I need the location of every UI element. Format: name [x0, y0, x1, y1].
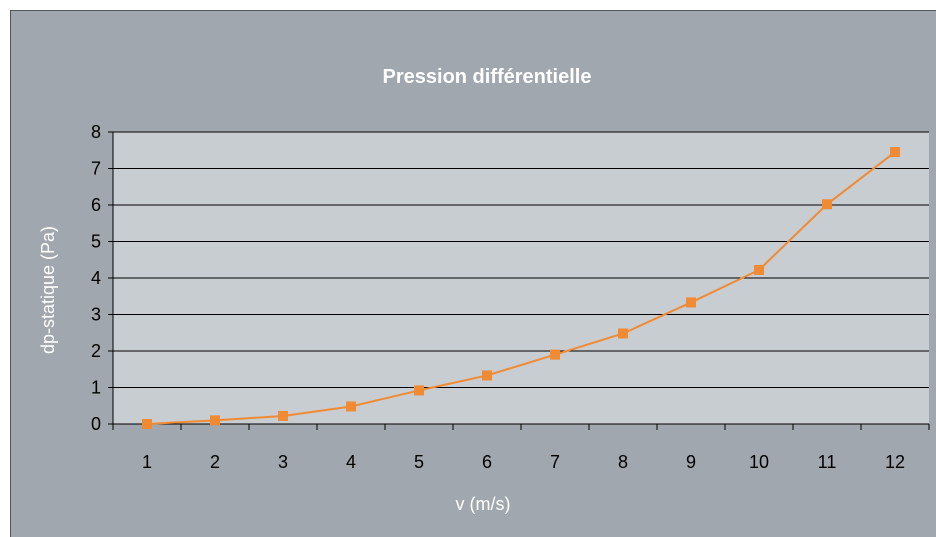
data-point-marker: [346, 401, 356, 412]
x-tick-label: 5: [414, 452, 424, 472]
data-point-marker: [414, 385, 424, 396]
y-tick-label: 6: [91, 195, 101, 215]
data-point-marker: [210, 415, 220, 426]
y-tick-label: 3: [91, 305, 101, 325]
y-axis-title: dp-statique (Pa): [38, 226, 58, 354]
axes: [108, 131, 930, 430]
y-tick-label: 1: [91, 378, 101, 398]
x-tick-labels: 1 2 3 4 5 6 7 8 9 10 11 12: [142, 452, 905, 472]
x-tick-label: 2: [210, 452, 220, 472]
chart-title: Pression différentielle: [383, 66, 592, 88]
data-point-marker: [550, 349, 560, 360]
data-point-marker: [754, 264, 764, 275]
x-tick-label: 6: [482, 452, 492, 472]
x-tick-label: 10: [749, 452, 769, 472]
x-tick-label: 4: [346, 452, 356, 472]
x-tick-label: 8: [618, 452, 628, 472]
y-tick-label: 2: [91, 341, 101, 361]
x-tick-label: 12: [885, 452, 905, 472]
x-tick-label: 11: [818, 452, 837, 472]
series-line: [146, 151, 896, 425]
y-tick-labels: 0 1 2 3 4 5 6 7 8: [91, 122, 101, 434]
x-tick-label: 1: [142, 452, 152, 472]
series-line-group: [146, 151, 896, 425]
x-axis-title: v (m/s): [456, 494, 511, 514]
x-tick-label: 3: [278, 452, 288, 472]
y-tick-label: 0: [91, 414, 101, 434]
data-markers: [142, 147, 900, 429]
data-point-marker: [618, 328, 628, 339]
data-point-marker: [686, 297, 696, 308]
data-point-marker: [278, 410, 288, 421]
x-tick-label: 7: [550, 452, 560, 472]
data-point-marker: [890, 147, 900, 158]
data-point-marker: [482, 370, 492, 381]
y-tick-label: 5: [91, 232, 101, 252]
gridlines: [113, 131, 929, 388]
data-point-marker: [142, 419, 152, 429]
x-tick-label: 9: [686, 452, 696, 472]
data-point-marker: [822, 199, 832, 210]
y-tick-label: 7: [91, 159, 101, 179]
y-tick-label: 8: [91, 122, 101, 142]
y-tick-label: 4: [91, 268, 101, 288]
